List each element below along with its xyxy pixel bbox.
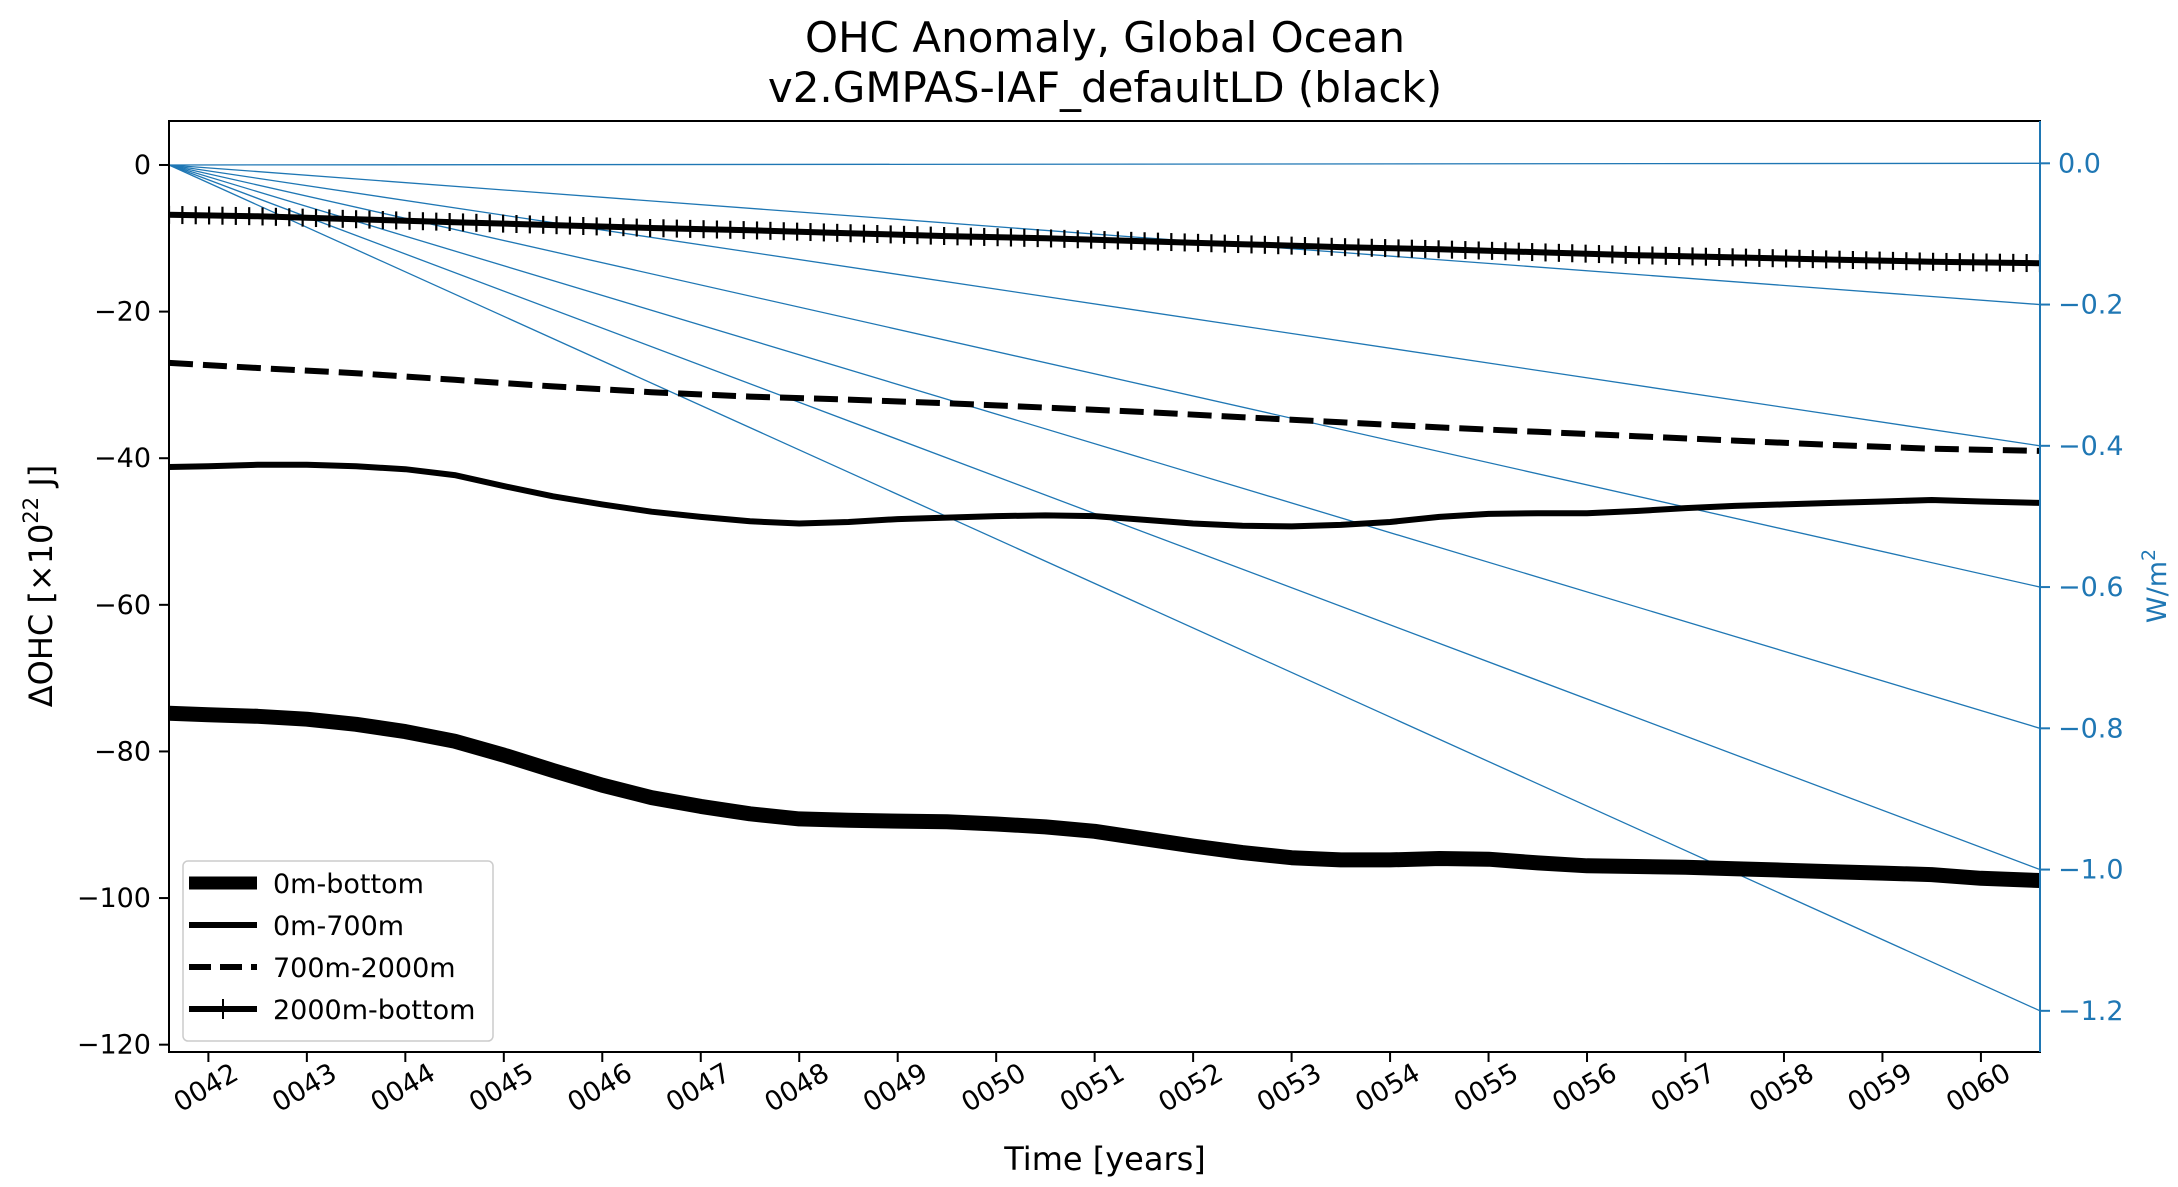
y-tick-label: 0	[134, 150, 151, 181]
x-tick-label: 0047	[661, 1057, 736, 1118]
y2-tick-label: −1.0	[2058, 855, 2124, 886]
chart-title-line-2: v2.GMPAS-IAF_defaultLD (black)	[768, 63, 1442, 112]
y-tick-label: −100	[77, 883, 151, 914]
legend: 0m-bottom 0m-700m 700m-2000m 2000m-botto…	[182, 860, 494, 1042]
legend-label-0m-bottom: 0m-bottom	[273, 869, 424, 900]
x-tick-label: 0043	[267, 1057, 342, 1118]
x-tick-label: 0042	[169, 1057, 244, 1118]
y-axis-label-base: ΔOHC [×10	[22, 524, 60, 708]
y-tick-label: −60	[94, 590, 151, 621]
y-tick-label: −40	[94, 443, 151, 474]
x-tick-label: 0058	[1744, 1057, 1819, 1118]
y-tick-label: −80	[94, 736, 151, 767]
chart-title-line-1: OHC Anomaly, Global Ocean	[805, 13, 1405, 62]
x-axis-label: Time [years]	[1003, 1140, 1206, 1178]
reference-line-3	[169, 164, 2040, 588]
x-tick-label: 0046	[563, 1057, 638, 1118]
y2-tick-label: −1.2	[2058, 996, 2124, 1027]
x-tick-label: 0054	[1350, 1057, 1425, 1118]
series-line-700m-2000m	[169, 359, 2040, 454]
series-line-0m-bottom	[169, 705, 2040, 888]
x-tick-label: 0055	[1449, 1057, 1524, 1118]
series-line-0m-700m	[169, 461, 2040, 530]
x-tick-label: 0045	[464, 1057, 539, 1118]
reference-line-0	[169, 162, 2040, 166]
y2-tick-label: −0.4	[2058, 431, 2124, 462]
y-axis-label-tail: J]	[22, 465, 60, 497]
x-tick-label: 0056	[1547, 1057, 1622, 1118]
y2-tick-label: −0.8	[2058, 713, 2124, 744]
y2-tick-label: 0.0	[2058, 148, 2101, 179]
x-tick-label: 0053	[1252, 1057, 1327, 1118]
y-axis-left: 0 −20 −40 −60 −80 −100 −120	[77, 150, 169, 1061]
y2-axis-label: W/m2	[2138, 549, 2173, 623]
y2-axis-label-exponent: 2	[2138, 549, 2160, 561]
x-axis: 0042 0043 0044 0045 0046 0047 0048 0049 0050 0051…	[169, 1052, 2016, 1119]
x-tick-label: 0057	[1646, 1057, 1721, 1118]
x-tick-label: 0049	[858, 1057, 933, 1118]
y-tick-label: −20	[94, 297, 151, 328]
y2-axis-label-base: W/m	[2142, 561, 2173, 623]
series-lines	[169, 205, 2040, 888]
y-axis-right: 0.0 −0.2 −0.4 −0.6 −0.8 −1.0 −1.2	[2040, 148, 2124, 1027]
y2-tick-label: −0.6	[2058, 572, 2124, 603]
legend-label-0m-700m: 0m-700m	[273, 911, 404, 942]
x-tick-label: 0060	[1941, 1057, 2016, 1118]
reference-line-2	[169, 164, 2040, 447]
y2-tick-label: −0.2	[2058, 290, 2124, 321]
x-tick-label: 0052	[1153, 1057, 1228, 1118]
reference-line-4	[169, 164, 2040, 729]
x-tick-label: 0048	[759, 1057, 834, 1118]
x-tick-label: 0050	[956, 1057, 1031, 1118]
legend-label-700m-2000m: 700m-2000m	[273, 953, 456, 984]
y-tick-label: −120	[77, 1030, 151, 1061]
legend-label-2000m-bottom: 2000m-bottom	[273, 995, 475, 1026]
y-axis-label: ΔOHC [×1022 J]	[19, 465, 60, 708]
legend-box	[182, 860, 494, 1042]
x-tick-label: 0059	[1843, 1057, 1918, 1118]
y-axis-label-exponent: 22	[19, 497, 43, 524]
x-tick-label: 0044	[366, 1057, 441, 1118]
x-tick-label: 0051	[1055, 1057, 1130, 1118]
